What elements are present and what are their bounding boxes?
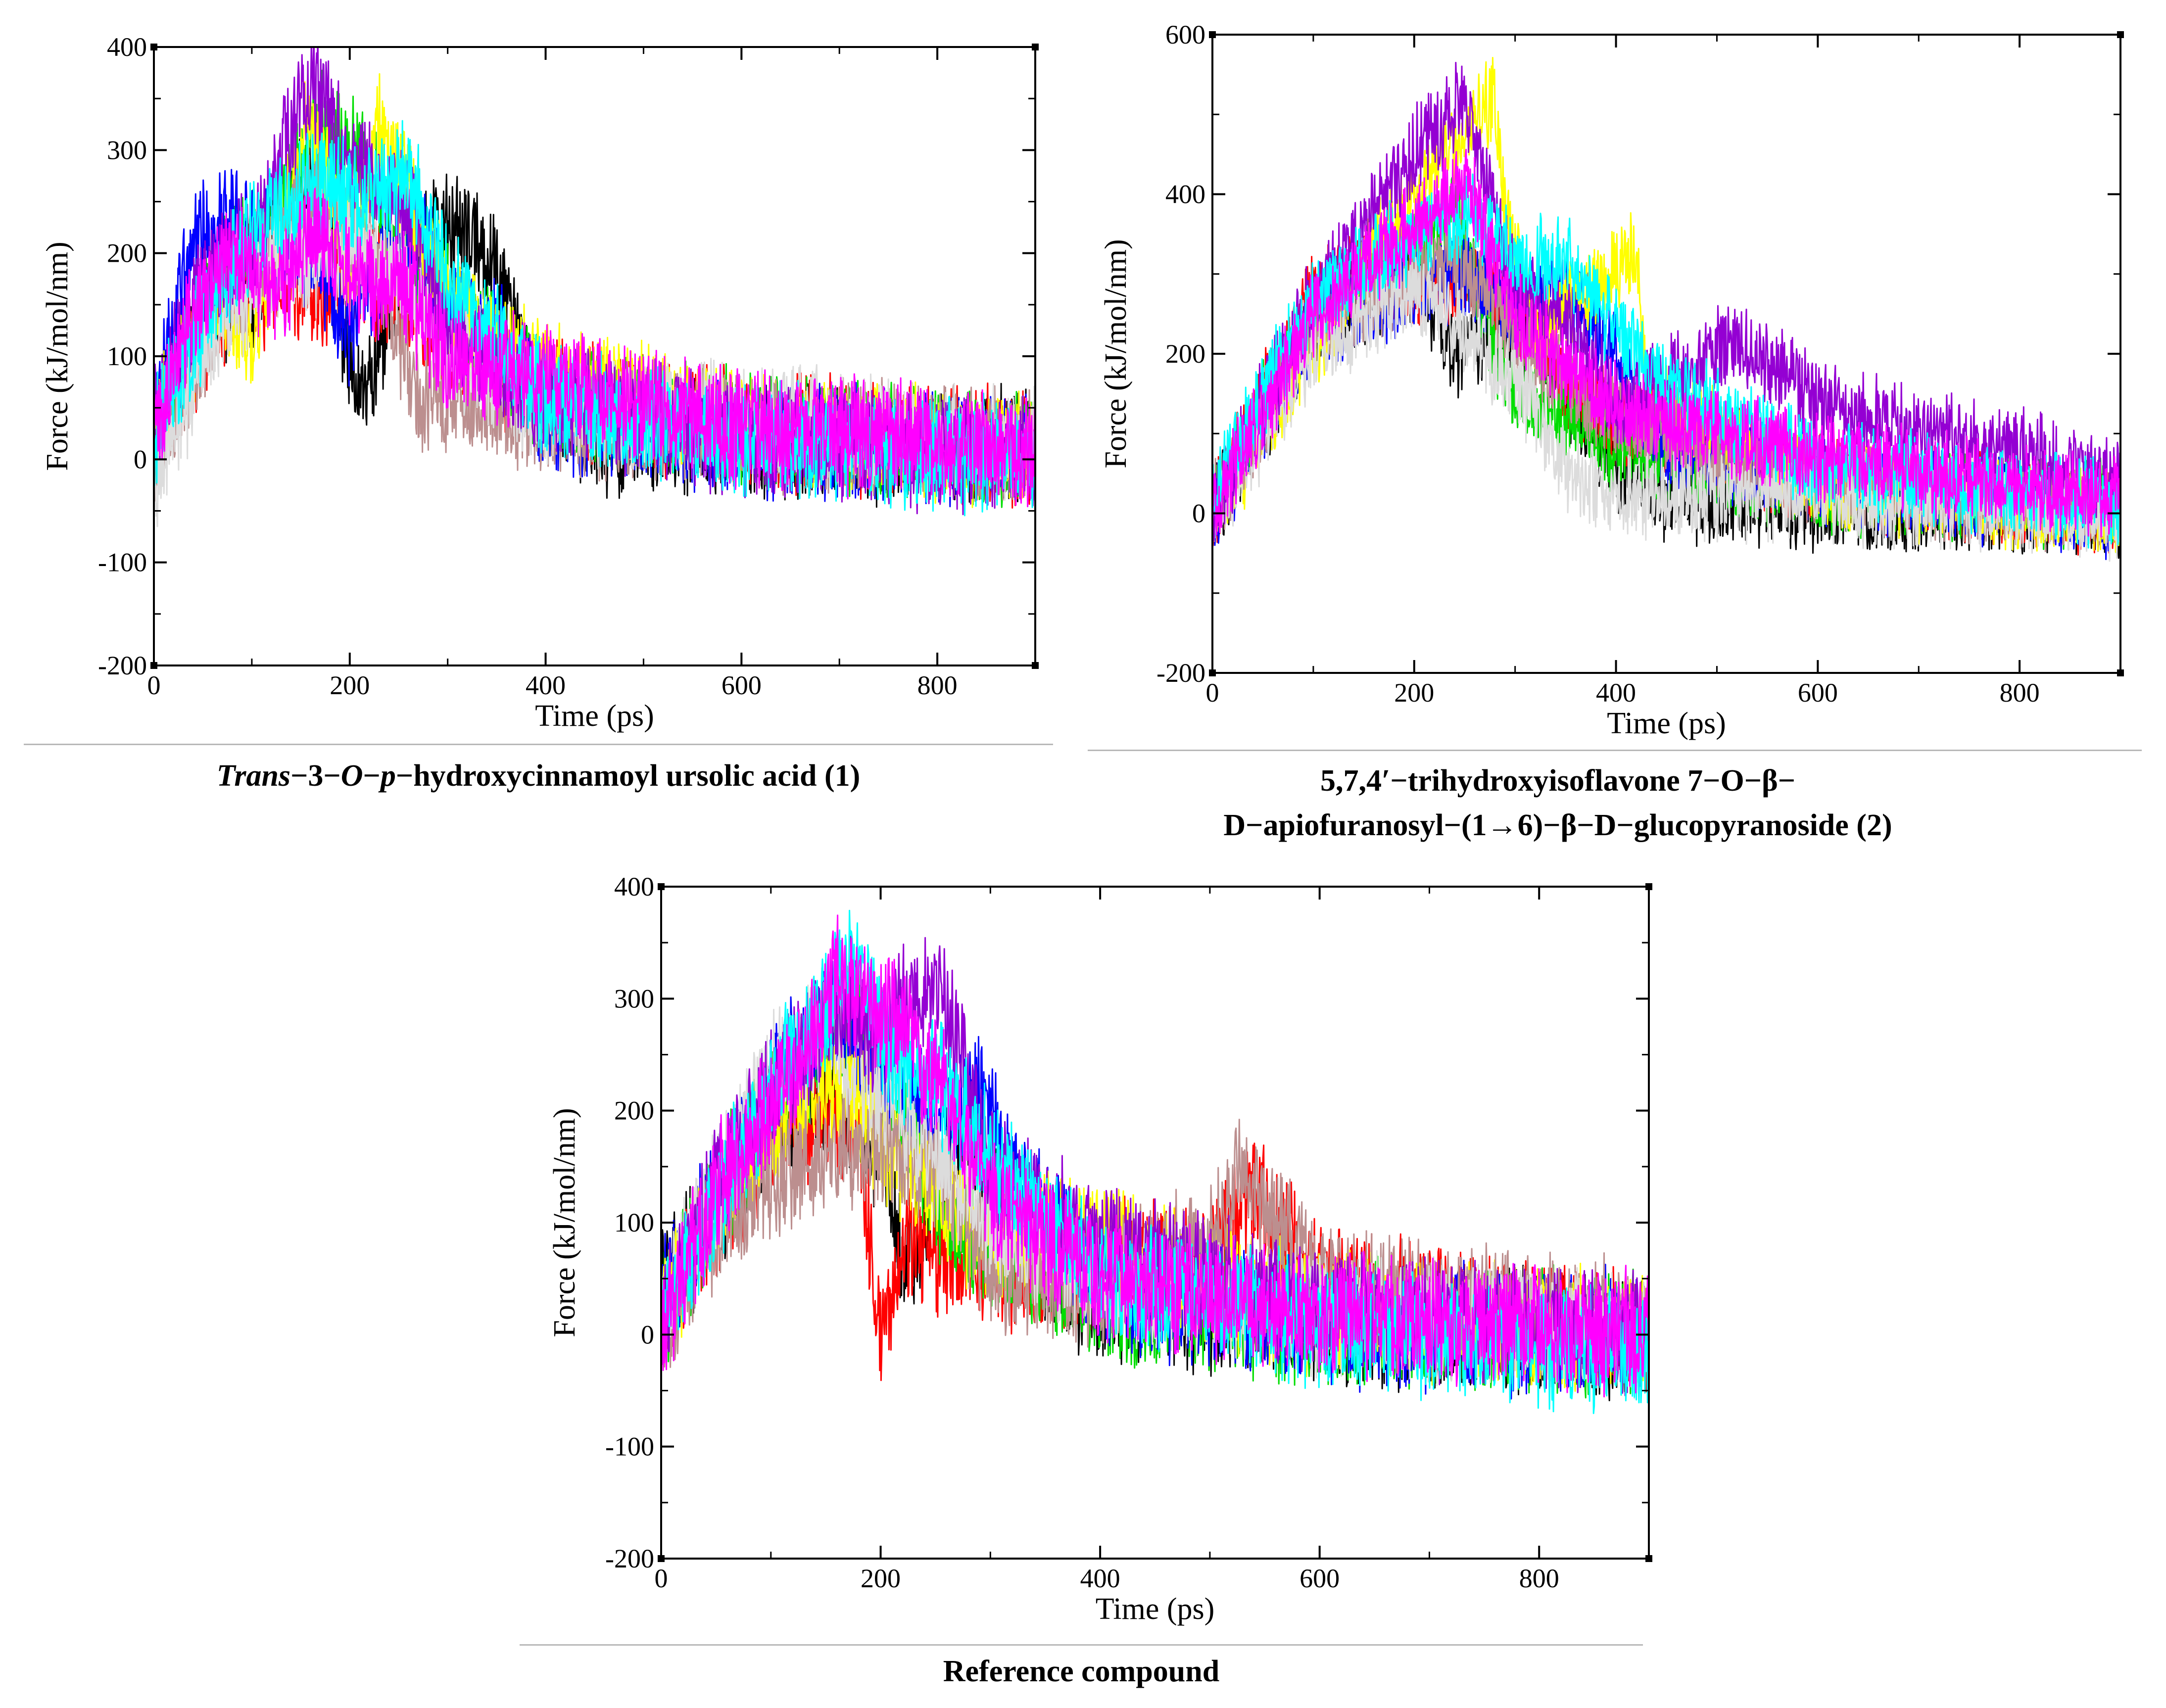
caption-1: Trans−3−O−p−hydroxycinnamoyl ursolic aci… [24, 757, 1053, 796]
caption-3: Reference compound [943, 1655, 1220, 1688]
chart-2-x-tick-label: 600 [1798, 678, 1838, 708]
chart-1-y-tick-label: 100 [107, 341, 147, 371]
chart-3-x-tick-label: 600 [1300, 1564, 1340, 1593]
chart-1-x-tick-label: 200 [330, 670, 370, 700]
chart-3-y-axis-title: Force (kJ/mol/nm) [548, 1108, 581, 1337]
chart-panel-1: 0 200 400 600 800 -200 -100 0 100 200 300 400 Time (… [0, 0, 1074, 752]
chart-3-x-tick-label: 200 [861, 1564, 901, 1593]
chart-panel-3: 0 200 400 600 800 -200 -100 0 100 200 300 400 Time (… [515, 861, 1683, 1653]
chart-2-x-tick-label: 800 [2000, 678, 2040, 708]
chart-3-y-tick-label: -100 [605, 1432, 654, 1462]
chart-1-y-tick-label: 300 [107, 135, 147, 165]
chart-1-y-tick-label: -100 [98, 548, 147, 577]
chart-3-x-tick-label: 0 [655, 1564, 668, 1593]
chart-3-y-tick-label: 300 [614, 984, 654, 1013]
chart-3-x-tick-label: 800 [1519, 1564, 1559, 1593]
chart-1-x-tick-label: 0 [147, 670, 161, 700]
chart-2-series-group [1212, 57, 2120, 562]
chart-1-y-tick-label: 0 [134, 444, 147, 474]
chart-1-x-axis-title: Time (ps) [535, 699, 654, 733]
chart-3-y-tick-label: -200 [605, 1544, 654, 1573]
chart-2-x-axis-title: Time (ps) [1607, 707, 1726, 740]
chart-1-x-tick-label: 800 [917, 670, 958, 700]
chart-1-y-tick-label: 200 [107, 238, 147, 268]
chart-3-x-tick-label: 400 [1080, 1564, 1120, 1593]
chart-2-x-tick-label: 0 [1206, 678, 1219, 708]
chart-2-series-magenta [1212, 148, 2120, 549]
chart-2-y-tick-label: 600 [1165, 20, 1205, 49]
chart-panel-2: 0 200 400 600 800 -200 0 200 400 600 Time (ps) Forc… [1084, 0, 2166, 752]
chart-1-series-magenta [154, 188, 1035, 508]
chart-1-series-group [154, 47, 1035, 527]
chart-3-series-magenta [661, 914, 1649, 1398]
chart-2-y-tick-label: 200 [1165, 339, 1205, 369]
chart-2-series-violet [1212, 62, 2120, 542]
chart-2-series-grey [1212, 256, 2120, 562]
chart-2-x-tick-label: 200 [1394, 678, 1434, 708]
chart-1-y-tick-label: 400 [107, 32, 147, 62]
caption-1-part-f: −hydroxycinnamoyl ursolic acid (1) [395, 759, 861, 793]
caption-1-part-b: −3− [290, 759, 341, 793]
chart-1-x-tick-label: 400 [526, 670, 566, 700]
chart-3-series-group [661, 909, 1649, 1414]
caption-1-part-e: p [380, 759, 396, 793]
caption-1-part-d: − [363, 759, 381, 793]
chart-3-y-tick-label: 200 [614, 1096, 654, 1126]
caption-2-line-2: D−apiofuranosyl−(1→6)−β−D−glucopyranosid… [1223, 808, 1892, 842]
caption-divider-2 [1088, 750, 2142, 751]
chart-2-y-axis-title: Force (kJ/mol/nm) [1099, 239, 1133, 468]
chart-2-y-tick-label: 0 [1192, 499, 1205, 528]
chart-3-y-tick-label: 0 [641, 1320, 654, 1349]
chart-2-y-tick-label: -200 [1156, 658, 1205, 688]
chart-1-y-axis-title: Force (kJ/mol/nm) [41, 241, 74, 471]
chart-1-y-tick-label: -200 [98, 651, 147, 680]
caption-1-part-a: Trans [216, 759, 291, 793]
chart-1-x-tick-label: 600 [722, 670, 762, 700]
caption-divider-1 [24, 744, 1053, 745]
chart-2-y-tick-label: 400 [1165, 180, 1205, 209]
caption-divider-3 [520, 1644, 1643, 1646]
chart-3-y-tick-label: 100 [614, 1208, 654, 1237]
caption-1-part-c: O [340, 759, 363, 793]
chart-3-x-axis-title: Time (ps) [1096, 1592, 1215, 1626]
chart-3-y-tick-label: 400 [614, 872, 654, 901]
chart-1-series-grey [154, 194, 1035, 527]
chart-2-x-tick-label: 400 [1596, 678, 1636, 708]
caption-2-line-1: 5,7,4′−trihydroxyisoflavone 7−O−β− [1320, 764, 1796, 798]
